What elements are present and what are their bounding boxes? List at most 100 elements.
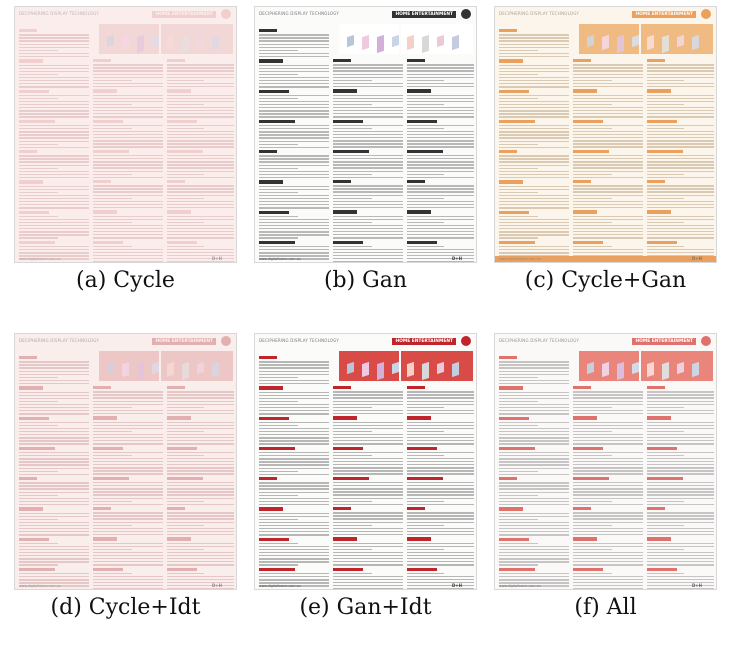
text-line (573, 94, 643, 96)
text-line (19, 97, 58, 100)
text-line (573, 200, 643, 203)
text-line (19, 437, 89, 439)
text-line (333, 161, 403, 163)
text-line (19, 146, 89, 148)
text-line (259, 221, 329, 224)
text-line (499, 228, 569, 230)
text-line (333, 545, 403, 547)
text-line (19, 400, 58, 403)
text-column (647, 57, 714, 262)
section-heading-marker (647, 180, 665, 184)
text-line (259, 534, 329, 536)
text-line (647, 143, 714, 145)
text-line (259, 485, 329, 487)
text-line (19, 421, 89, 424)
text-line (499, 191, 538, 194)
text-line (259, 524, 329, 527)
text-line (499, 534, 569, 536)
text-line (167, 215, 234, 217)
text-line (647, 391, 714, 393)
text-line (167, 106, 234, 109)
display-layer-icon (137, 361, 144, 381)
section-heading-marker (647, 89, 671, 93)
header-right-tag: HOME ENTERTAINMENT (152, 11, 216, 18)
text-line (19, 155, 89, 157)
text-line (647, 185, 714, 187)
text-line (93, 194, 163, 196)
text-line (19, 564, 58, 566)
text-line (499, 461, 569, 463)
text-line (647, 427, 714, 430)
section-heading-marker (19, 386, 43, 390)
text-line (93, 251, 163, 254)
text-line (499, 164, 569, 166)
text-line (333, 155, 403, 157)
section-heading-marker (19, 89, 49, 93)
text-line (647, 224, 714, 227)
text-line (167, 542, 234, 544)
text-line (647, 512, 714, 514)
text-line (407, 564, 474, 566)
section-heading-marker (647, 386, 665, 390)
text-line (333, 409, 403, 412)
page-footer: www.digitalhome.com.au D+H (255, 583, 476, 589)
text-line (499, 34, 569, 36)
panel-cycle-gan: DECIPHERING DISPLAY TECHNOLOGY HOME ENTER… (494, 6, 717, 293)
section-heading-marker (167, 446, 197, 450)
display-layer-icon (602, 361, 609, 378)
section-heading-marker (499, 59, 523, 63)
footer-url: www.digitalhome.com.au (259, 584, 301, 588)
text-line (647, 76, 714, 78)
text-line (19, 534, 89, 536)
text-line (573, 218, 643, 220)
text-line (259, 128, 329, 130)
text-line (573, 82, 643, 85)
text-line (93, 170, 163, 172)
text-line (333, 433, 403, 436)
section-heading-marker (499, 119, 535, 124)
text-line (573, 440, 643, 442)
panel-gan: DECIPHERING DISPLAY TECHNOLOGY HOME ENTER… (254, 6, 477, 293)
text-line (19, 394, 89, 396)
text-line (333, 437, 403, 439)
text-line (407, 227, 474, 230)
text-line (407, 470, 474, 472)
text-line (407, 94, 474, 96)
text-line (333, 527, 403, 530)
page-footer: www.digitalhome.com.au D+H (495, 583, 716, 589)
text-line (647, 161, 714, 163)
section-heading-marker (573, 537, 597, 541)
section-heading-marker (259, 89, 289, 93)
text-line (19, 185, 89, 187)
section-heading-marker (259, 356, 277, 360)
text-line (499, 73, 538, 76)
text-line (499, 40, 569, 42)
section-heading-marker (333, 567, 363, 571)
text-line (647, 406, 684, 409)
text-line (93, 234, 163, 236)
text-line (167, 554, 234, 557)
text-line (573, 503, 643, 505)
text-line (407, 485, 474, 487)
text-line (499, 518, 538, 521)
text-line (573, 106, 643, 109)
text-line (647, 170, 714, 172)
text-line (407, 542, 474, 544)
text-line (647, 551, 714, 554)
text-line (407, 554, 474, 557)
text-line (167, 137, 234, 139)
text-line (167, 527, 234, 530)
text-line (93, 155, 163, 157)
text-line (573, 134, 643, 136)
text-line (19, 176, 89, 179)
text-line (407, 394, 474, 396)
text-line (647, 443, 714, 445)
text-line (333, 521, 403, 523)
text-line (333, 82, 403, 85)
text-line (647, 218, 714, 220)
text-line (573, 164, 643, 166)
text-line (167, 545, 234, 547)
text-line (19, 246, 89, 248)
text-line (167, 167, 234, 169)
text-line (259, 361, 329, 363)
